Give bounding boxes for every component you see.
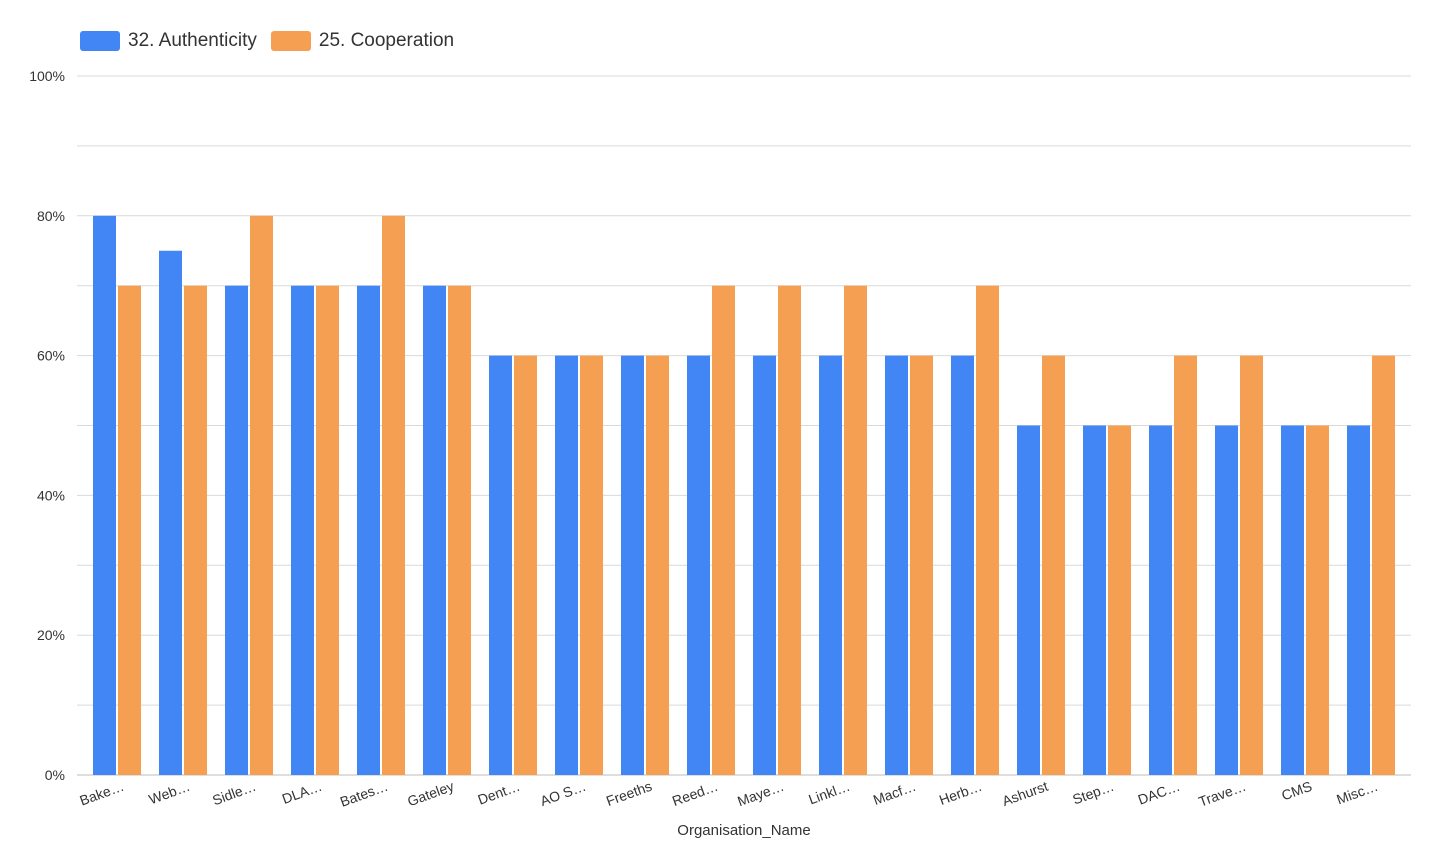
bar-authenticity[interactable] [753,355,776,775]
x-axis-title: Organisation_Name [677,822,810,839]
bar-cooperation[interactable] [1042,355,1065,775]
bar-cooperation[interactable] [1108,425,1131,776]
x-tick-label: Ashurst [1000,778,1050,809]
y-tick-label: 60% [37,348,65,364]
x-tick-label: Gateley [405,778,456,810]
x-tick-label: Web… [147,778,192,808]
x-tick-label: DAC… [1136,778,1182,808]
x-tick-label: Linkl… [806,778,852,808]
bar-cooperation[interactable] [316,285,339,775]
bar-authenticity[interactable] [1083,425,1106,776]
legend-swatch-cooperation [270,31,311,51]
bar-cooperation[interactable] [184,285,207,775]
bar-cooperation[interactable] [976,285,999,775]
x-tick-label: DLA… [280,778,324,807]
bar-cooperation[interactable] [118,285,141,775]
bar-authenticity[interactable] [1281,425,1304,776]
bar-authenticity[interactable] [819,355,842,775]
bar-authenticity[interactable] [1215,425,1238,776]
bar-cooperation[interactable] [1306,425,1329,776]
x-tick-label: Dent… [476,778,522,808]
bar-cooperation[interactable] [448,285,471,775]
x-tick-label: AO S… [538,778,588,809]
chart-legend: 32. Authenticity 25. Cooperation [80,30,454,52]
x-tick-label: Reed… [670,778,720,809]
legend-item-authenticity[interactable]: 32. Authenticity [80,30,257,52]
bar-authenticity[interactable] [159,250,182,775]
bar-authenticity[interactable] [489,355,512,775]
bar-cooperation[interactable] [778,285,801,775]
bar-cooperation[interactable] [382,215,405,776]
bar-authenticity[interactable] [357,285,380,775]
x-tick-label: Sidle… [210,778,258,808]
bar-cooperation[interactable] [1240,355,1263,775]
y-tick-label: 80% [37,208,65,224]
bar-authenticity[interactable] [291,285,314,775]
legend-item-cooperation[interactable]: 25. Cooperation [270,30,455,52]
bar-authenticity[interactable] [621,355,644,775]
x-tick-label: CMS [1279,778,1314,804]
x-tick-label: Maye… [735,778,786,810]
legend-label-cooperation: 25. Cooperation [318,30,455,51]
bar-authenticity[interactable] [1017,425,1040,776]
bar-cooperation[interactable] [844,285,867,775]
x-tick-label: Bates… [338,778,390,810]
bar-authenticity[interactable] [423,285,446,775]
y-tick-label: 100% [29,68,65,84]
x-tick-label: Misc… [1334,778,1380,808]
bar-cooperation[interactable] [712,285,735,775]
x-tick-label: Herb… [937,778,984,808]
legend-label-authenticity: 32. Authenticity [128,30,257,51]
bar-authenticity[interactable] [951,355,974,775]
x-tick-label: Bake… [77,778,126,809]
bar-cooperation[interactable] [250,215,273,776]
x-tick-label: Step… [1070,778,1116,808]
bar-authenticity[interactable] [687,355,710,775]
bar-authenticity[interactable] [1149,425,1172,776]
bar-authenticity[interactable] [555,355,578,775]
bar-cooperation[interactable] [646,355,669,775]
bars [93,215,1395,776]
y-tick-label: 40% [37,487,65,503]
bar-cooperation[interactable] [910,355,933,775]
bar-cooperation[interactable] [580,355,603,775]
bar-authenticity[interactable] [225,285,248,775]
x-tick-label: Freeths [604,778,654,809]
x-axis-ticks: Bake… Web… Sidle… DLA… Bates… Gateley Dent… AO … [77,778,1380,810]
x-tick-label: Trave… [1196,778,1248,810]
bar-authenticity[interactable] [1347,425,1370,776]
y-tick-label: 0% [45,767,65,783]
bar-authenticity[interactable] [93,215,116,776]
x-tick-label: Macf… [871,778,918,808]
y-axis-ticks: 0% 20% 40% 60% 80% 100% [29,68,65,783]
y-tick-label: 20% [37,627,65,643]
bar-cooperation[interactable] [514,355,537,775]
bar-authenticity[interactable] [885,355,908,775]
grid-lines [77,75,1411,776]
bar-cooperation[interactable] [1174,355,1197,775]
bar-cooperation[interactable] [1372,355,1395,775]
legend-swatch-authenticity [80,31,120,51]
